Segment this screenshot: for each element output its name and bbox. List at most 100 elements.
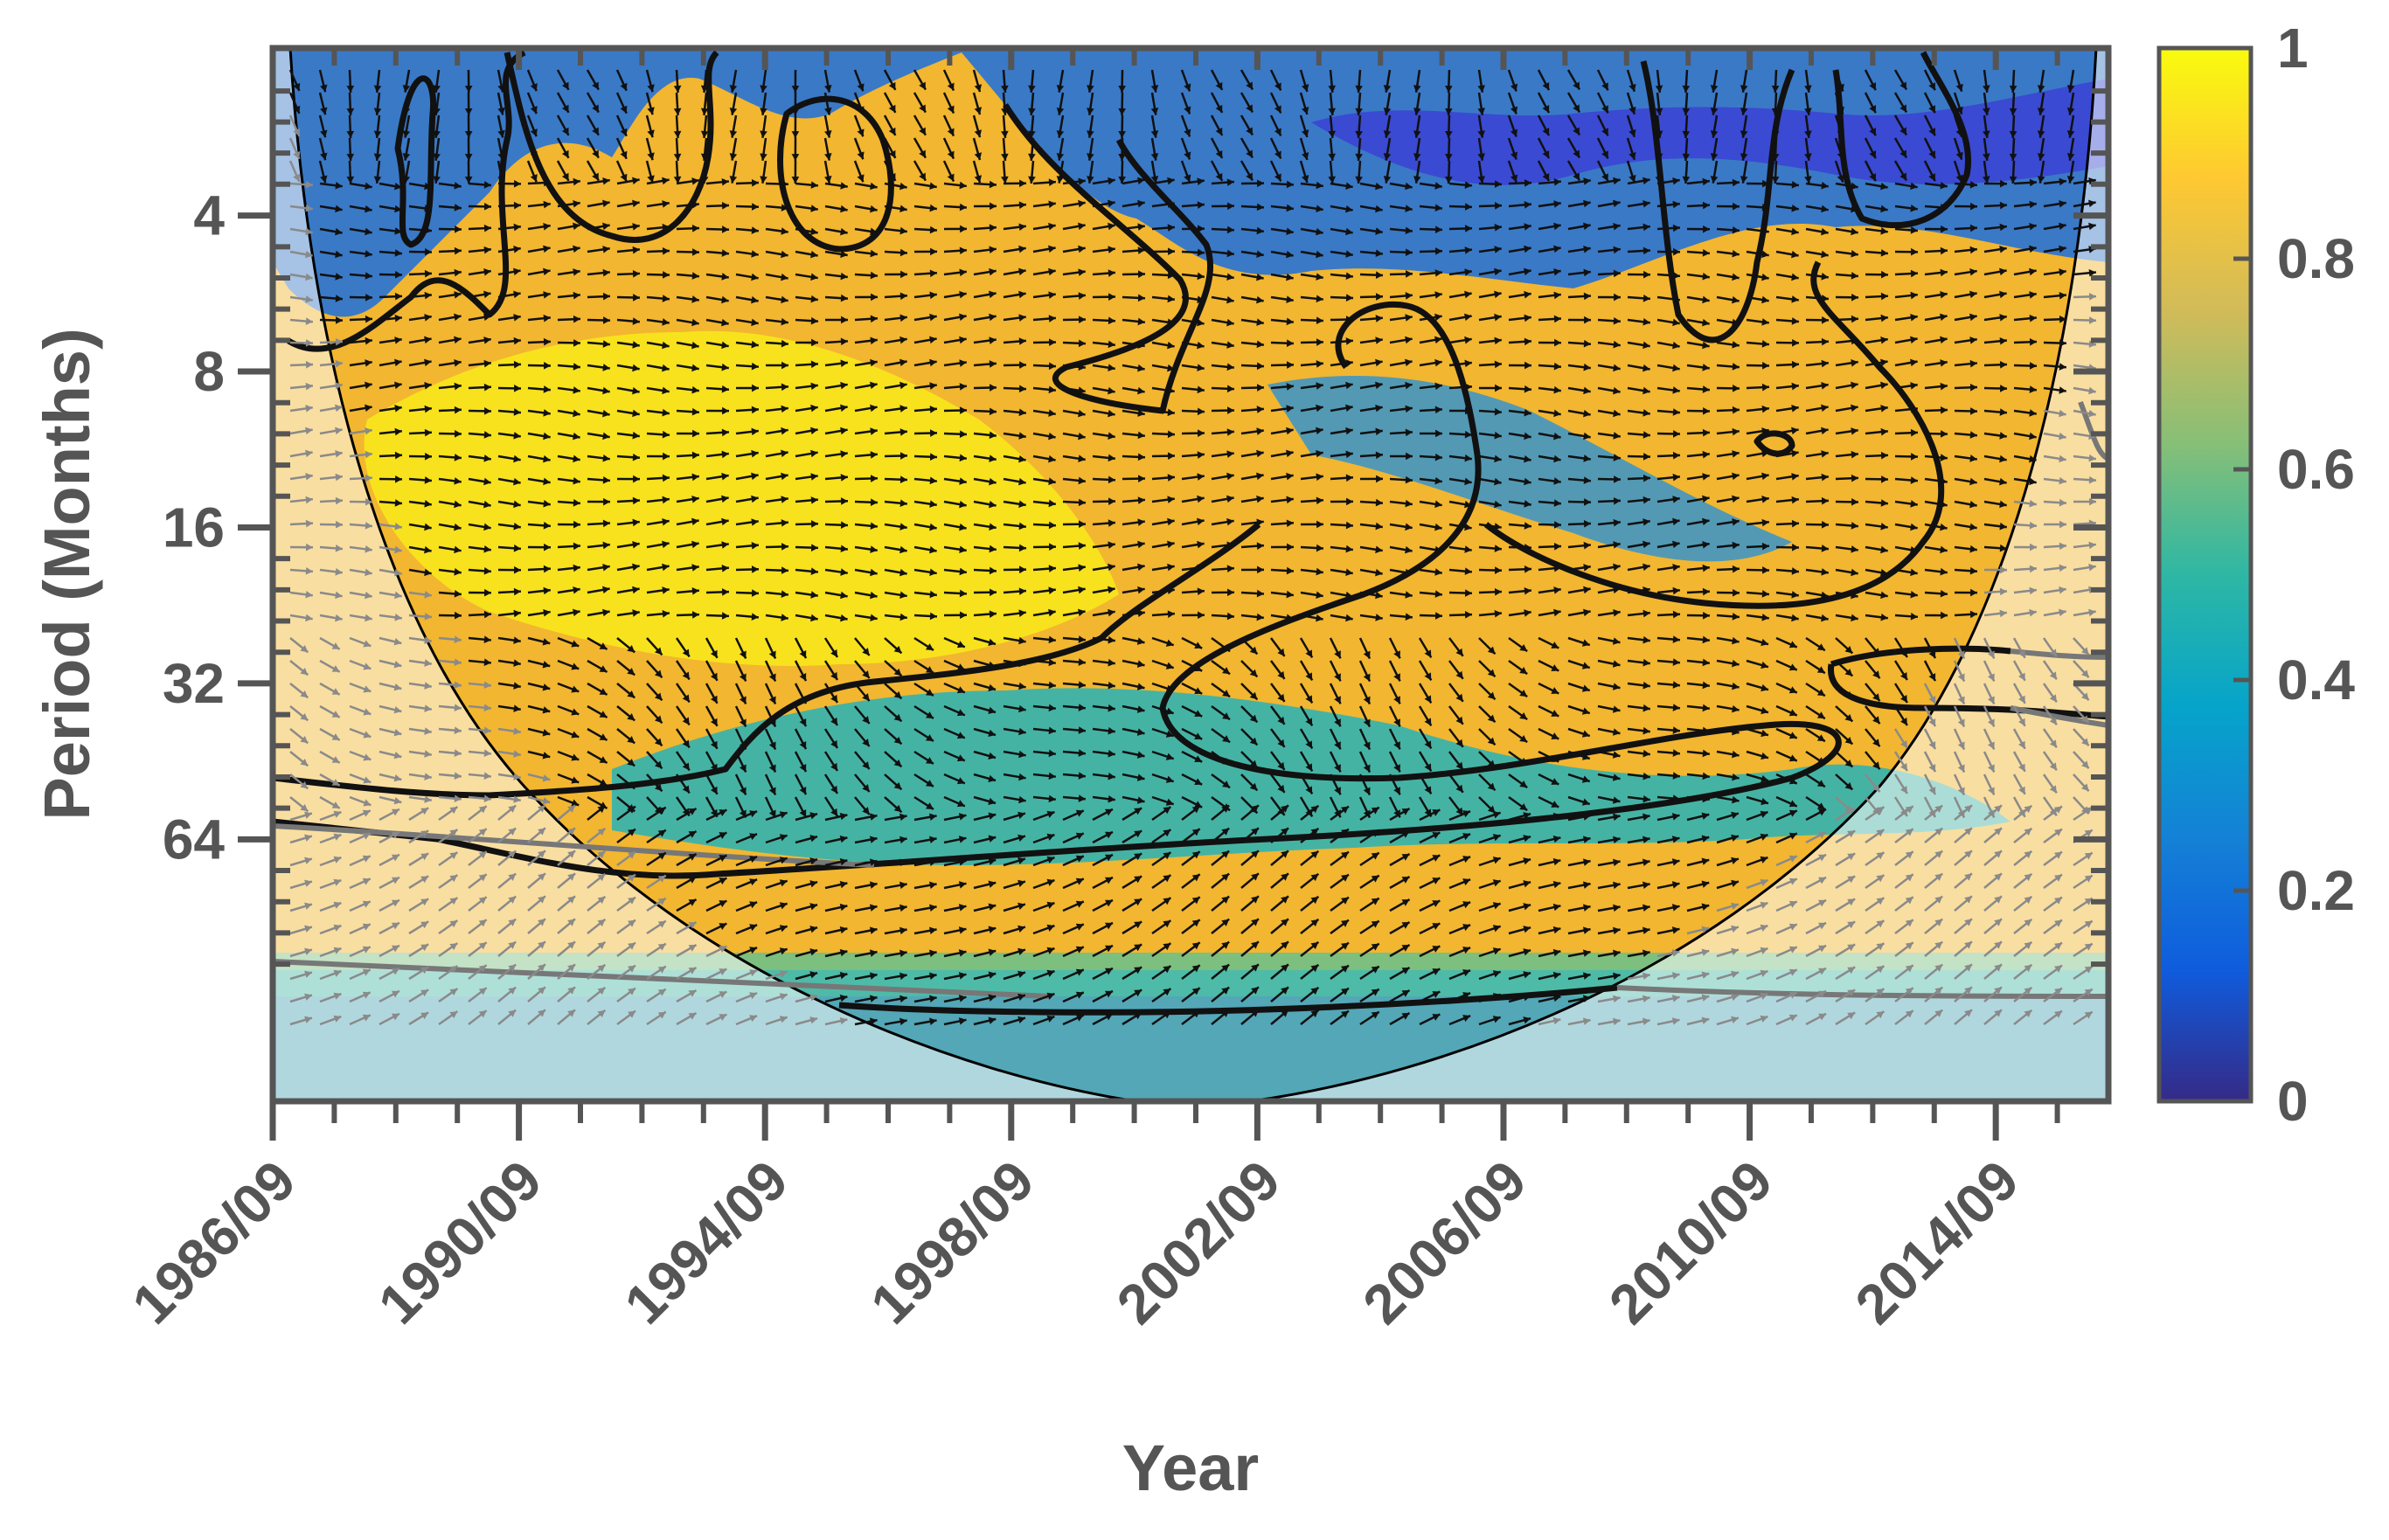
phase-arrow-head: [1642, 813, 1650, 822]
phase-arrow-head: [1791, 227, 1799, 236]
phase-arrow-head: [857, 128, 865, 137]
phase-arrow-head: [1251, 850, 1259, 858]
phase-arrow-head: [335, 273, 343, 281]
phase-arrow-head: [1345, 568, 1353, 577]
phase-arrow-head: [691, 540, 699, 549]
phase-arrow-head: [1910, 500, 1918, 508]
phase-arrow-head: [1671, 858, 1680, 866]
phase-arrow-head: [1642, 341, 1650, 350]
phase-arrow-head: [899, 972, 907, 981]
phase-arrow-head: [454, 454, 462, 461]
phase-arrow-head: [1584, 316, 1591, 324]
phase-arrow-head: [1732, 682, 1740, 690]
phase-arrow-head: [293, 150, 301, 159]
phase-arrow-head: [1048, 794, 1056, 803]
phase-arrow-head: [1136, 728, 1145, 736]
phase-arrow-head: [1464, 359, 1472, 368]
phase-arrow-head: [1434, 247, 1442, 255]
phase-arrow-head: [1371, 829, 1379, 837]
phase-arrow-head: [543, 291, 551, 299]
phase-arrow-head: [573, 268, 580, 276]
phase-arrow-head: [1316, 250, 1323, 259]
phase-arrow-head: [1642, 609, 1650, 618]
phase-arrow-head: [721, 318, 729, 327]
phase-arrow-head: [1078, 498, 1086, 507]
phase-arrow-head: [1464, 589, 1472, 597]
phase-arrow-head: [464, 177, 473, 184]
phase-arrow-head: [1510, 174, 1518, 183]
phase-arrow-head: [1655, 85, 1663, 93]
phase-arrow-head: [1910, 358, 1918, 367]
phase-arrow-head: [1462, 833, 1471, 841]
phase-arrow-head: [1816, 689, 1825, 697]
phase-arrow-head: [1872, 761, 1880, 770]
phase-arrow-head: [781, 427, 788, 435]
phase-arrow-head: [662, 246, 670, 255]
phase-arrow-head: [1880, 568, 1888, 577]
phase-arrow-head: [1899, 104, 1906, 113]
phase-arrow-head: [1928, 105, 1936, 114]
phase-arrow-head: [1345, 272, 1353, 281]
phase-arrow-head: [1672, 408, 1680, 416]
phase-arrow-head: [751, 273, 759, 281]
phase-arrow-head: [1771, 85, 1780, 93]
phase-arrow-head: [1847, 876, 1856, 884]
phase-arrow-head: [1552, 812, 1561, 821]
phase-arrow-head: [391, 922, 399, 930]
phase-arrow-head: [1226, 225, 1234, 234]
phase-arrow-head: [305, 567, 313, 575]
phase-arrow-head: [2037, 153, 2045, 161]
phase-arrow-head: [1994, 828, 2002, 836]
phase-arrow-head: [1393, 696, 1400, 704]
phase-arrow-head: [893, 781, 902, 790]
phase-arrow-head: [1001, 153, 1009, 161]
phase-arrow-head: [840, 591, 848, 600]
phase-arrow-head: [2059, 339, 2066, 347]
phase-arrow-head: [1818, 922, 1827, 930]
phase-arrow-head: [1494, 477, 1502, 486]
phase-arrow-head: [899, 568, 907, 577]
phase-arrow-head: [1524, 223, 1531, 231]
phase-arrow-head: [1642, 949, 1650, 958]
phase-arrow-head: [1837, 151, 1844, 160]
phase-arrow-head: [1672, 224, 1680, 232]
phase-arrow-head: [1583, 292, 1591, 301]
phase-arrow-head: [1934, 896, 1943, 904]
phase-arrow-head: [1732, 427, 1740, 436]
phase-arrow-head: [959, 589, 967, 598]
phase-arrow-head: [1078, 386, 1086, 394]
phase-arrow-head: [1910, 568, 1918, 577]
phase-arrow-head: [1046, 924, 1055, 932]
phase-arrow-head: [592, 172, 599, 181]
phase-arrow-head: [2066, 176, 2075, 184]
phase-arrow-head: [530, 83, 538, 92]
phase-arrow-head: [373, 130, 382, 138]
phase-arrow-head: [988, 638, 997, 647]
phase-arrow-head: [1316, 273, 1323, 281]
phase-arrow-head: [830, 808, 838, 816]
phase-arrow-head: [1940, 406, 1948, 414]
phase-arrow-head: [2000, 179, 2007, 188]
phase-arrow-head: [1464, 225, 1472, 232]
phase-arrow-head: [1905, 806, 1913, 814]
phase-arrow-head: [1987, 650, 1995, 659]
phase-arrow-head: [1226, 495, 1234, 503]
phase-arrow-head: [989, 454, 997, 462]
phase-arrow-head: [1821, 295, 1829, 302]
phase-arrow-head: [739, 696, 747, 704]
phase-arrow-head: [1079, 316, 1086, 323]
phase-arrow-head: [1969, 383, 1977, 392]
phase-arrow-head: [990, 384, 997, 392]
phase-arrow-head: [1928, 673, 1936, 682]
phase-arrow-head: [573, 245, 580, 253]
phase-arrow-head: [1969, 610, 1977, 619]
phase-arrow-head: [839, 857, 848, 866]
phase-arrow-head: [870, 498, 878, 506]
phase-arrow-head: [869, 949, 878, 957]
phase-arrow-head: [508, 828, 517, 836]
phase-arrow-head: [1682, 153, 1691, 161]
phase-arrow-head: [1104, 899, 1113, 907]
phase-arrow-head: [1851, 591, 1858, 600]
phase-arrow-head: [959, 336, 967, 344]
phase-arrow-head: [304, 811, 312, 819]
